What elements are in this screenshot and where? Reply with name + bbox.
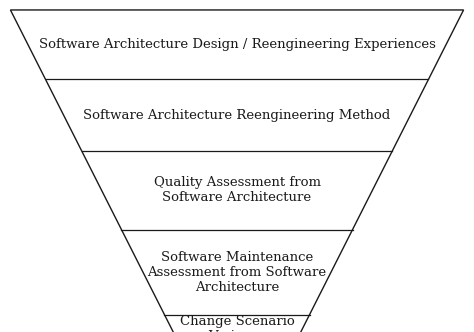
Text: Software Maintenance
Assessment from Software
Architecture: Software Maintenance Assessment from Sof… (147, 251, 327, 294)
Text: Software Architecture Reengineering Method: Software Architecture Reengineering Meth… (83, 109, 391, 122)
Polygon shape (10, 10, 464, 332)
Text: Software Architecture Design / Reengineering Experiences: Software Architecture Design / Reenginee… (38, 38, 436, 51)
Text: Quality Assessment from
Software Architecture: Quality Assessment from Software Archite… (154, 176, 320, 205)
Text: Change Scenario
Variance: Change Scenario Variance (180, 315, 294, 332)
